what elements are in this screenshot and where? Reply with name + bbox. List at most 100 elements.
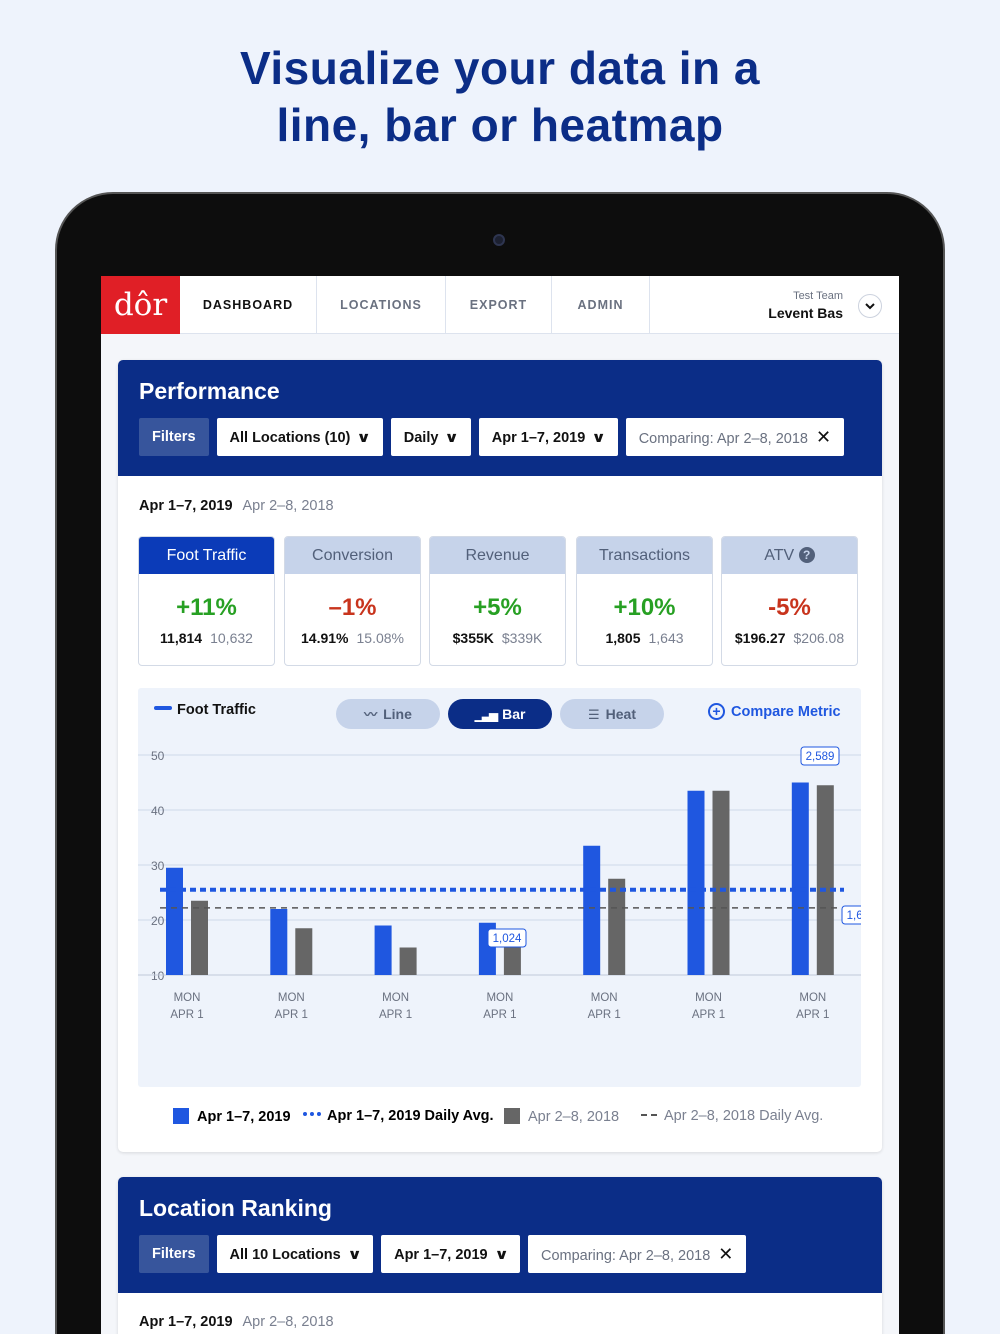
- performance-panel: Performance Filters All Locations (10) ∨ …: [118, 360, 882, 1152]
- filters-button[interactable]: Filters: [139, 418, 209, 456]
- y-tick-label: 40: [151, 804, 165, 818]
- close-icon[interactable]: ✕: [815, 427, 832, 447]
- x-tick-label: APR 1: [588, 1009, 621, 1021]
- date-previous: Apr 2–8, 2018: [242, 498, 334, 514]
- dor-logo[interactable]: dôr: [101, 276, 180, 334]
- x-tick-label: APR 1: [796, 1009, 829, 1021]
- metric-change: –1%: [328, 594, 377, 621]
- user-info[interactable]: Test Team Levent Bas: [768, 290, 843, 321]
- ranking-filters-button[interactable]: Filters: [139, 1235, 209, 1273]
- metric-previous: 10,632: [210, 630, 253, 646]
- metric-card-conversion[interactable]: Conversion –1% 14.91% 15.08%: [284, 536, 421, 666]
- compare-metric-label: Compare Metric: [731, 704, 841, 720]
- metric-card-revenue[interactable]: Revenue +5% $355K $339K: [429, 536, 566, 666]
- metric-current: 11,814: [160, 630, 203, 646]
- ranking-locations-label: All 10 Locations: [229, 1247, 341, 1263]
- tab-admin[interactable]: ADMIN: [552, 276, 650, 334]
- metric-title: Foot Traffic: [139, 537, 274, 574]
- comparing-label: Comparing: Apr 2–8, 2018: [638, 431, 808, 447]
- y-tick-label: 20: [151, 914, 165, 928]
- metric-change: +5%: [473, 594, 522, 621]
- x-tick-label: MON: [695, 992, 722, 1004]
- ranking-filters: Filters All 10 Locations ∨ Apr 1–7, 2019 ∨…: [139, 1235, 861, 1273]
- add-circle-icon: +: [708, 703, 725, 720]
- bar-current: [583, 845, 601, 975]
- tab-export[interactable]: EXPORT: [446, 276, 552, 334]
- ranking-comparing-label: Comparing: Apr 2–8, 2018: [540, 1248, 711, 1264]
- tab-dashboard[interactable]: DASHBOARD: [180, 276, 317, 334]
- tab-locations[interactable]: LOCATIONS: [317, 276, 446, 334]
- value-callout-label: 1,688: [847, 910, 861, 922]
- interval-select-label: Daily: [403, 430, 439, 446]
- value-callout-label: 2,589: [806, 751, 835, 763]
- interval-select[interactable]: Daily ∨: [390, 418, 471, 456]
- x-tick-label: APR 1: [483, 1009, 516, 1021]
- legend-swatch-current: [173, 1108, 189, 1124]
- y-tick-label: 50: [151, 749, 165, 763]
- view-heat-button[interactable]: ☰ Heat: [560, 699, 664, 729]
- date-range-label: Apr 1–7, 2019: [491, 430, 586, 446]
- user-menu-toggle[interactable]: [858, 294, 882, 318]
- metric-cards: Foot Traffic +11% 11,814 10,632 Conversio…: [138, 536, 862, 667]
- bar-previous: [608, 878, 626, 975]
- bar-current: [166, 867, 183, 975]
- value-callout-box: [841, 905, 861, 925]
- chevron-down-icon: ∨: [347, 1246, 362, 1262]
- performance-filters: Filters All Locations (10) ∨ Daily ∨ Apr 1…: [139, 418, 861, 456]
- chevron-down-icon: ∨: [493, 1246, 509, 1262]
- locations-select-label: All Locations (10): [229, 430, 351, 446]
- help-icon[interactable]: ?: [798, 547, 815, 563]
- metric-change: +11%: [176, 594, 237, 621]
- metric-title: Transactions: [577, 537, 712, 574]
- top-nav: dôr DASHBOARD LOCATIONS EXPORT ADMIN Tes…: [101, 276, 899, 334]
- bar-previous: [712, 790, 730, 975]
- legend-previous-avg-label: Apr 2–8, 2018 Daily Avg.: [664, 1108, 824, 1124]
- metric-title: Conversion: [285, 537, 420, 574]
- headline: Visualize your data in a line, bar or he…: [0, 40, 1000, 154]
- legend-current-avg-label: Apr 1–7, 2019 Daily Avg.: [327, 1108, 494, 1124]
- bar-previous: [399, 947, 417, 975]
- bar-current: [791, 782, 809, 975]
- ranking-date-current: Apr 1–7, 2019: [139, 1314, 233, 1330]
- ranking-comparing-chip[interactable]: Comparing: Apr 2–8, 2018 ✕: [527, 1235, 747, 1273]
- compare-metric-button[interactable]: + Compare Metric: [708, 703, 841, 720]
- metric-change: -5%: [768, 594, 811, 621]
- date-range-select[interactable]: Apr 1–7, 2019 ∨: [478, 418, 618, 456]
- ranking-locations-select[interactable]: All 10 Locations ∨: [216, 1235, 374, 1273]
- comparing-chip[interactable]: Comparing: Apr 2–8, 2018 ✕: [625, 418, 845, 456]
- bar-current: [270, 909, 288, 975]
- ranking-date-range-select[interactable]: Apr 1–7, 2019 ∨: [381, 1235, 520, 1273]
- value-callout-label: 1,024: [493, 933, 522, 945]
- date-current: Apr 1–7, 2019: [139, 498, 233, 514]
- team-name: Test Team: [793, 290, 843, 302]
- metric-title-row: ATV ?: [722, 537, 857, 574]
- bar-chart-icon: ▁▃▅: [474, 708, 498, 722]
- line-chart-icon: 〰: [364, 707, 378, 722]
- x-tick-label: APR 1: [692, 1009, 725, 1021]
- view-bar-button[interactable]: ▁▃▅ Bar: [448, 699, 552, 729]
- metric-current: 1,805: [605, 630, 641, 646]
- legend-previous: Apr 2–8, 2018: [504, 1108, 619, 1125]
- close-icon[interactable]: ✕: [718, 1244, 734, 1264]
- x-tick-label: MON: [382, 992, 409, 1004]
- ranking-date-previous: Apr 2–8, 2018: [242, 1314, 334, 1330]
- location-ranking-panel: Location Ranking Filters All 10 Location…: [118, 1177, 882, 1334]
- metric-card-transactions[interactable]: Transactions +10% 1,805 1,643: [576, 536, 713, 666]
- x-tick-label: MON: [486, 992, 513, 1004]
- metric-previous: 15.08%: [356, 630, 404, 646]
- bar-previous: [295, 928, 313, 975]
- app-screen: dôr DASHBOARD LOCATIONS EXPORT ADMIN Tes…: [101, 276, 899, 1334]
- metric-current: $355K: [452, 630, 494, 646]
- foot-traffic-bar-chart: 10 20 30 40 50 MON APR 1 MON APR 1 MON APR 1 MON APR…: [138, 746, 861, 1021]
- bar-previous: [503, 947, 521, 975]
- metric-card-atv[interactable]: ATV ? -5% $196.27 $206.08: [721, 536, 858, 666]
- locations-select[interactable]: All Locations (10) ∨: [216, 418, 383, 456]
- metric-card-foot-traffic[interactable]: Foot Traffic +11% 11,814 10,632: [138, 536, 275, 666]
- legend-dotted-line: [303, 1112, 321, 1116]
- value-callout-box: [800, 746, 840, 766]
- x-tick-label: MON: [278, 992, 305, 1004]
- bar-previous: [816, 785, 834, 975]
- view-line-button[interactable]: 〰 Line: [336, 699, 440, 729]
- headline-line-1: Visualize your data in a: [240, 42, 760, 94]
- bar-previous: [191, 900, 208, 975]
